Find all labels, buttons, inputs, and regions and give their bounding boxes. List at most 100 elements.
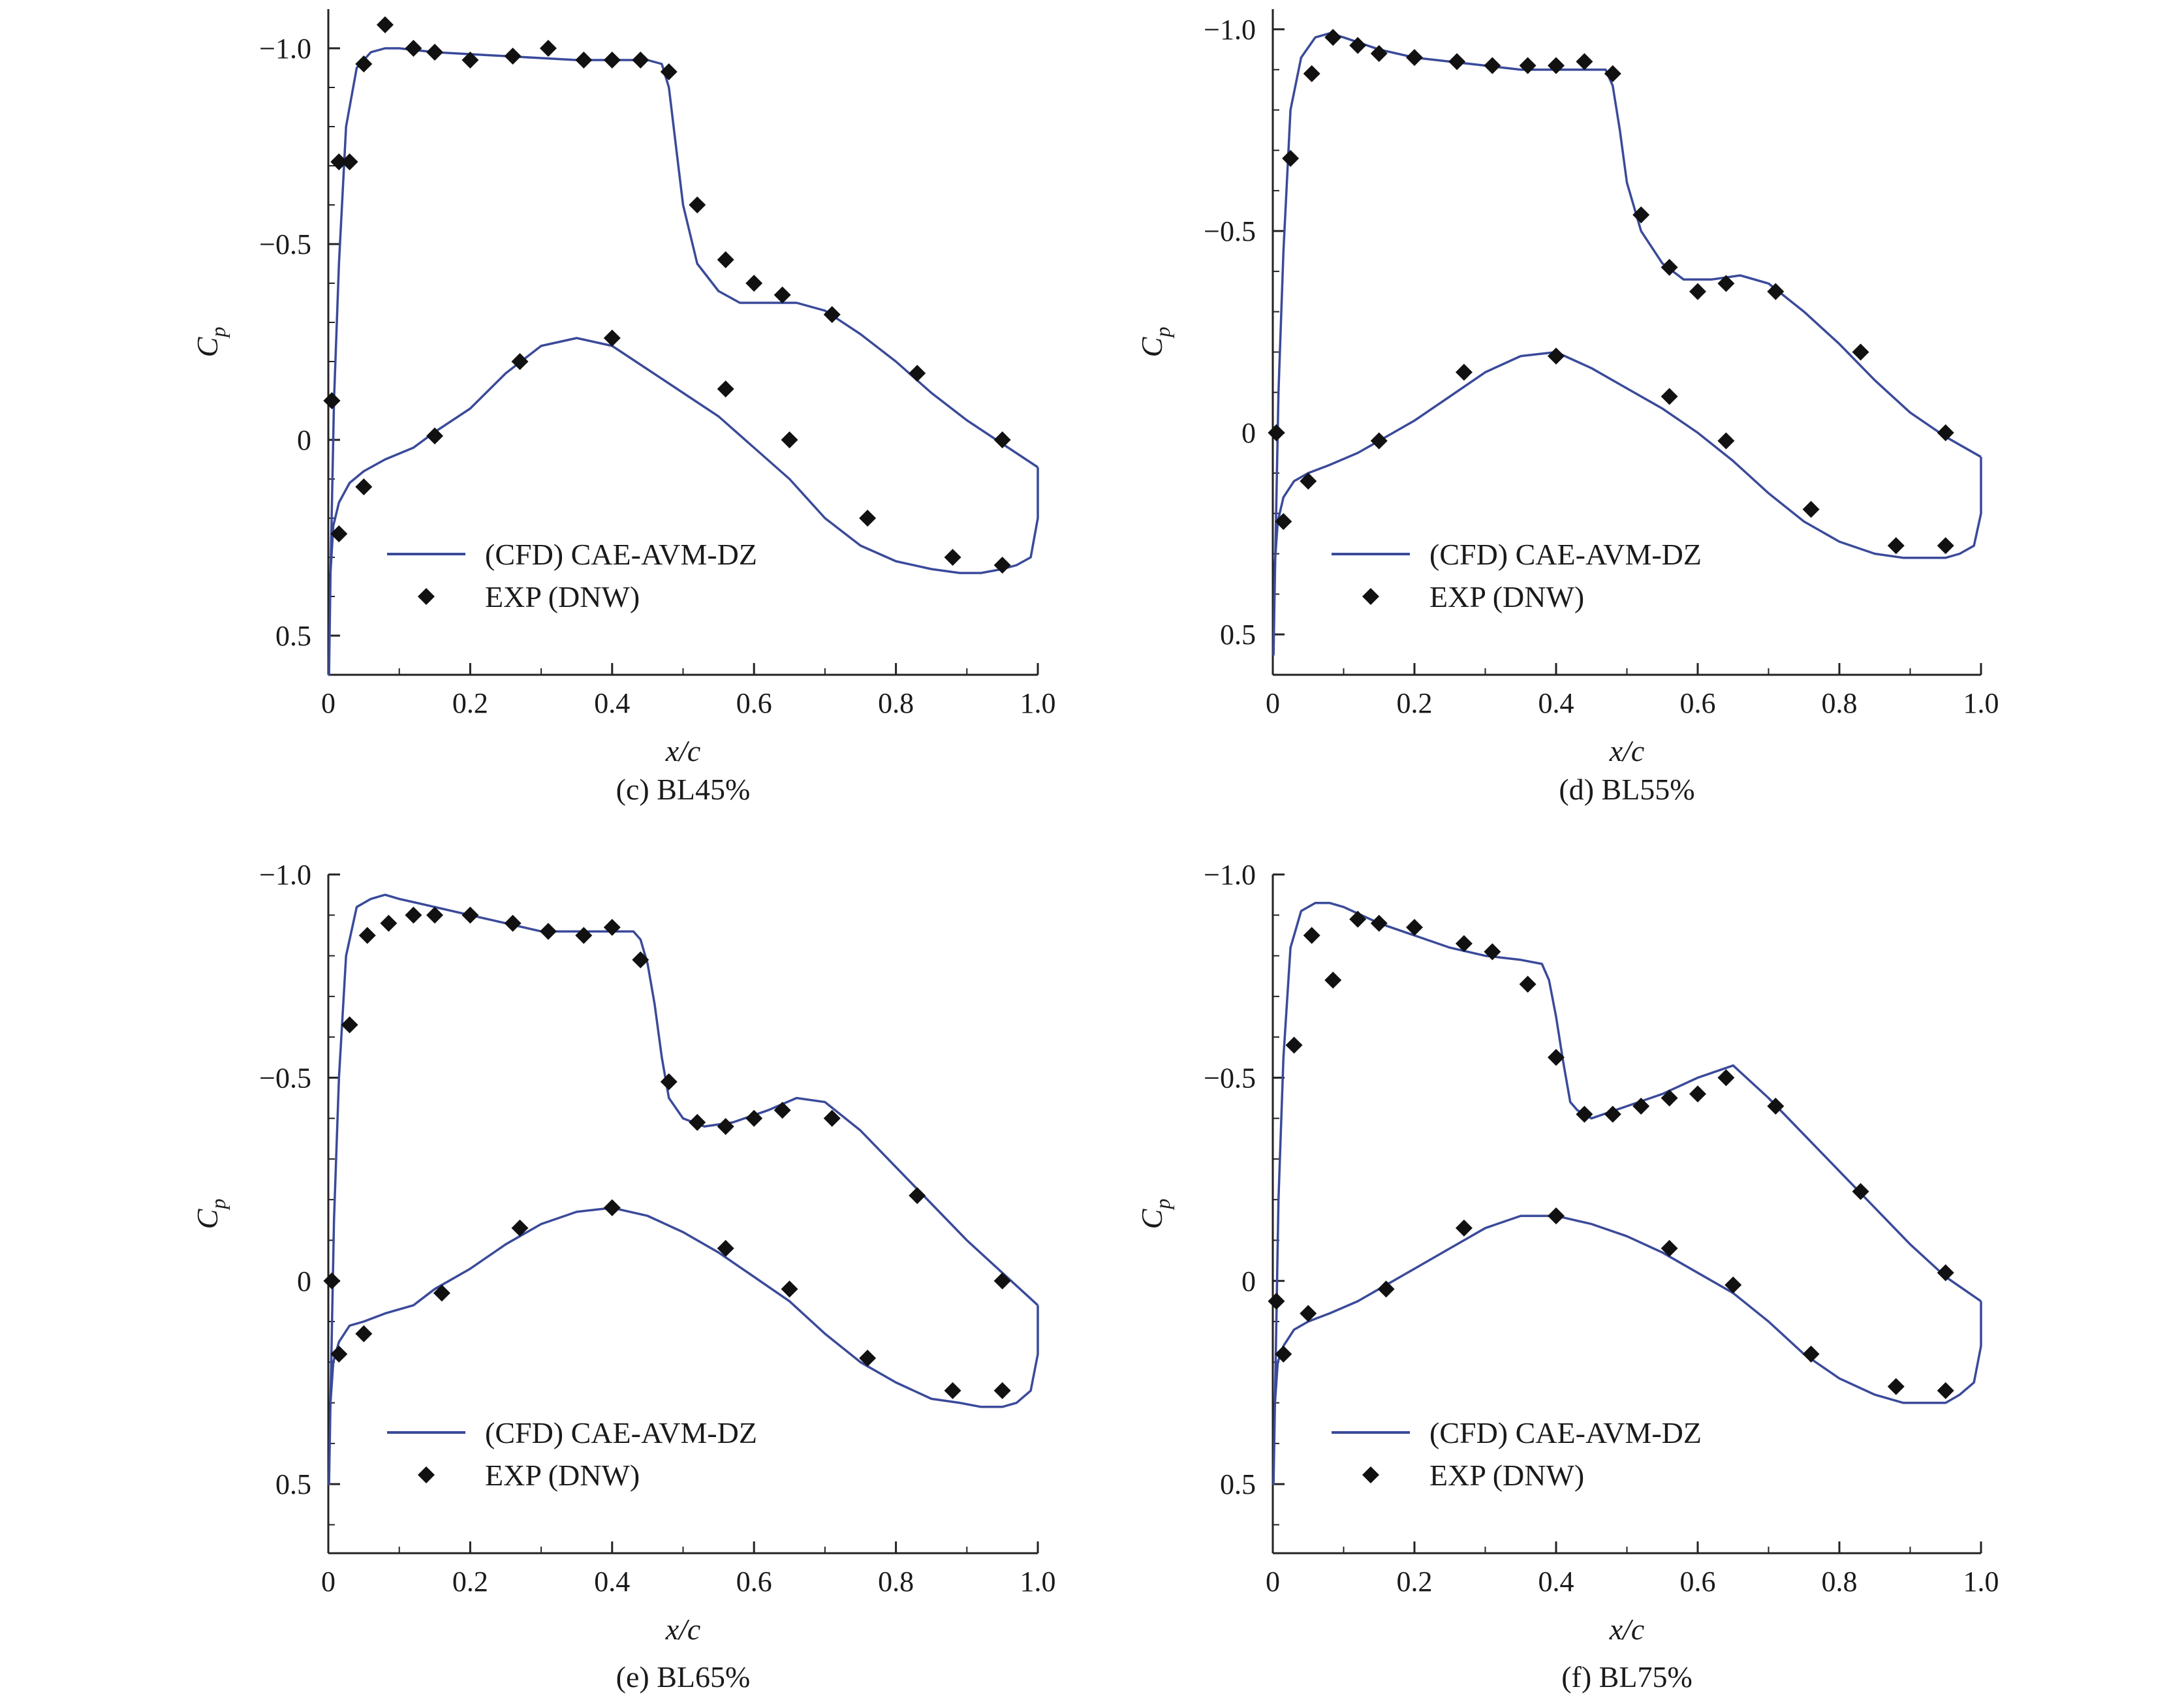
exp-point	[355, 478, 373, 495]
exp-point	[433, 1284, 450, 1302]
y-tick-label: −0.5	[1204, 1062, 1256, 1094]
y-tick-label: −1.0	[1204, 14, 1256, 46]
exp-point	[1484, 943, 1501, 961]
exp-point	[1937, 1382, 1954, 1399]
exp-point	[1268, 424, 1285, 442]
exp-point	[944, 549, 961, 566]
exp-point	[632, 52, 649, 69]
x-axis-title: x/c	[665, 1613, 701, 1646]
exp-point	[632, 951, 649, 968]
x-tick-label: 0.2	[452, 687, 488, 719]
exp-point	[405, 40, 422, 57]
x-tick-label: 0	[321, 687, 335, 719]
x-tick-label: 1.0	[1963, 1566, 1999, 1598]
exp-point	[1689, 1085, 1706, 1103]
exp-point	[1370, 45, 1388, 62]
exp-point	[341, 1016, 358, 1034]
exp-point	[1519, 976, 1537, 993]
y-axis-title-subscript: p	[1151, 327, 1174, 339]
exp-point	[1576, 1106, 1593, 1123]
x-tick-label: 0.4	[1538, 687, 1574, 719]
exp-point	[1548, 57, 1565, 74]
exp-point	[603, 1199, 621, 1216]
exp-point	[603, 330, 621, 347]
exp-point	[330, 153, 348, 170]
exp-point	[1802, 501, 1820, 518]
legend-label-cfd: (CFD) CAE-AVM-DZ	[485, 1416, 757, 1449]
legend-marker-swatch	[1362, 588, 1379, 605]
x-tick-label: 0.6	[1680, 687, 1716, 719]
exp-point	[1548, 1049, 1565, 1066]
exp-point	[859, 1350, 877, 1367]
exp-point	[993, 1272, 1011, 1290]
x-tick-label: 0.8	[1822, 1566, 1858, 1598]
x-tick-label: 0	[1266, 1566, 1280, 1598]
exp-point	[1632, 1097, 1650, 1115]
cfd-line	[328, 893, 1039, 1485]
exp-point	[376, 16, 394, 33]
exp-point	[909, 365, 926, 382]
exp-point	[1300, 472, 1317, 490]
exp-point	[355, 55, 373, 72]
x-tick-label: 0.2	[1397, 687, 1433, 719]
panel-caption: (c) BL45%	[616, 773, 751, 806]
exp-point	[1661, 1089, 1678, 1107]
chart-panel-c: 0 0.2 0.4 0.6 0.8 1.0 −1.0 −0.5 0 0.5 x/c Cp (c) BL4…	[191, 9, 1056, 806]
x-tick-label: 0.6	[1680, 1566, 1716, 1598]
exp-point	[1268, 1292, 1285, 1310]
exp-point	[380, 914, 398, 932]
y-tick-label: 0	[297, 1265, 311, 1297]
exp-point	[993, 431, 1011, 448]
exp-point	[426, 44, 444, 61]
x-tick-label: 1.0	[1020, 687, 1056, 719]
exp-point	[1852, 1183, 1869, 1200]
exp-point	[689, 1113, 706, 1131]
exp-point	[773, 286, 791, 303]
exp-point	[1519, 57, 1537, 74]
exp-point	[461, 906, 479, 924]
y-axis-title-subscript: p	[206, 327, 230, 339]
exp-point	[660, 63, 678, 80]
exp-point	[1887, 537, 1905, 555]
x-axis-title: x/c	[1609, 734, 1645, 767]
exp-point	[717, 380, 734, 397]
exp-point	[1300, 1305, 1317, 1322]
exp-point	[993, 557, 1011, 574]
x-tick-label: 0.2	[452, 1566, 488, 1598]
cfd-line	[1272, 32, 1982, 656]
panel-caption: (e) BL65%	[616, 1660, 751, 1694]
exp-point	[1937, 424, 1954, 442]
y-tick-label: 0.5	[275, 1468, 311, 1500]
exp-point	[323, 392, 341, 409]
y-axis-title-subscript: p	[1151, 1199, 1174, 1211]
exp-point	[689, 196, 706, 213]
y-tick-label: −1.0	[259, 859, 311, 891]
legend-label-exp: EXP (DNW)	[1429, 580, 1584, 613]
exp-point	[1689, 283, 1706, 300]
exp-point	[330, 1345, 348, 1363]
y-axis-title: Cp	[191, 327, 230, 358]
exp-point	[1285, 1036, 1303, 1054]
exp-point	[1717, 1069, 1735, 1087]
y-tick-label: −1.0	[1204, 859, 1256, 891]
exp-point	[1324, 971, 1342, 989]
exp-point	[909, 1186, 926, 1204]
y-axis-title: Cp	[1135, 1199, 1174, 1230]
exp-point	[405, 906, 422, 924]
exp-point	[1349, 37, 1367, 54]
x-tick-label: 0.8	[878, 687, 914, 719]
chart-panel-d: 0 0.2 0.4 0.6 0.8 1.0 −1.0 −0.5 0 0.5 x/c Cp (d) BL5…	[1135, 9, 1999, 806]
y-axis-title-main: C	[191, 1208, 224, 1229]
exp-point	[859, 510, 877, 527]
exp-point	[1455, 1219, 1473, 1237]
exp-point	[1576, 53, 1593, 70]
exp-point	[1349, 910, 1367, 928]
exp-point	[539, 40, 557, 57]
exp-point	[1661, 388, 1678, 405]
exp-point	[1661, 258, 1678, 276]
exp-point	[330, 525, 348, 542]
x-tick-label: 0.4	[594, 687, 630, 719]
exp-point	[1604, 1106, 1621, 1123]
y-tick-label: 0	[1241, 417, 1256, 449]
exp-point	[426, 906, 444, 924]
